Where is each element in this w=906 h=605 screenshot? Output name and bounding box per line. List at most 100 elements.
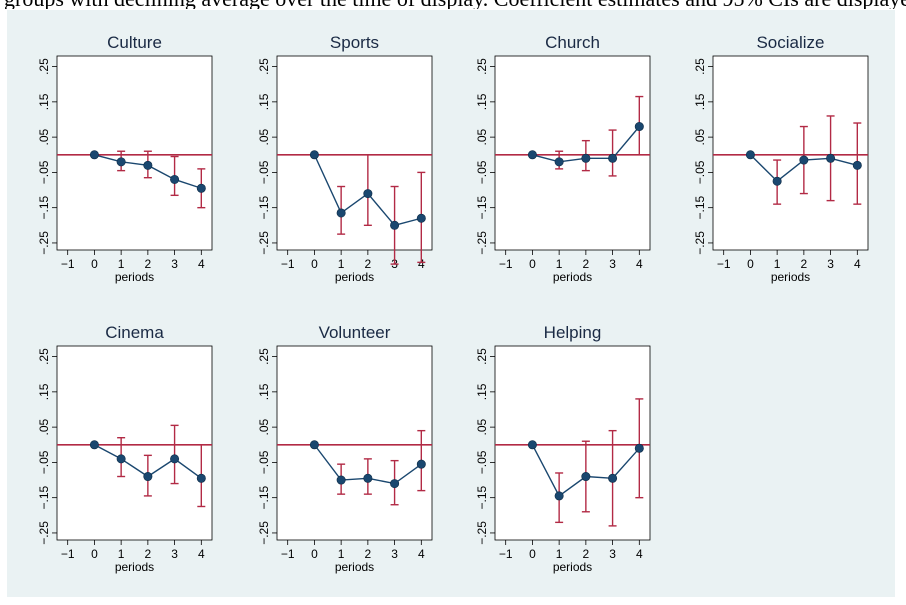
x-tick-label-cinema: −1 <box>61 547 75 561</box>
y-tick-label-socialize: −.05 <box>693 160 707 184</box>
y-tick-label-helping: −.15 <box>475 486 489 510</box>
x-axis-label-volunteer: periods <box>335 560 374 574</box>
data-point-church <box>527 150 537 160</box>
x-tick-label-volunteer: 1 <box>338 547 345 561</box>
panel-title-socialize: Socialize <box>756 33 824 52</box>
x-tick-label-cinema: 3 <box>171 547 178 561</box>
data-point-socialize <box>852 160 862 170</box>
x-tick-label-cinema: 0 <box>91 547 98 561</box>
y-tick-label-culture: −.15 <box>37 196 51 220</box>
y-tick-label-volunteer: −.15 <box>257 486 271 510</box>
plot-area-church <box>494 55 651 251</box>
plot-area-volunteer <box>276 345 433 541</box>
x-axis-label-cinema: periods <box>115 560 154 574</box>
y-tick-label-volunteer: −.05 <box>257 450 271 474</box>
y-tick-label-socialize: .15 <box>693 93 707 110</box>
panel-title-church: Church <box>545 33 600 52</box>
x-tick-label-volunteer: 3 <box>391 547 398 561</box>
y-tick-label-sports: .05 <box>257 128 271 145</box>
data-point-volunteer <box>416 459 426 469</box>
y-tick-label-helping: −.05 <box>475 450 489 474</box>
x-tick-label-volunteer: −1 <box>281 547 295 561</box>
data-point-culture <box>143 160 153 170</box>
y-tick-label-culture: .25 <box>37 58 51 75</box>
x-tick-label-socialize: 3 <box>827 257 834 271</box>
y-tick-label-culture: −.25 <box>37 231 51 255</box>
panel-volunteer: Volunteer −1 0 1 2 3 4 periods .25 .15 .05 −.05 −.15… <box>257 323 433 574</box>
y-tick-label-church: −.15 <box>475 196 489 220</box>
y-tick-label-helping: −.25 <box>475 521 489 545</box>
x-tick-label-helping: 3 <box>609 547 616 561</box>
data-point-culture <box>89 150 99 160</box>
x-tick-label-culture: 0 <box>91 257 98 271</box>
x-tick-label-socialize: 1 <box>774 257 781 271</box>
x-tick-label-culture: 3 <box>171 257 178 271</box>
plot-area-sports <box>276 55 433 251</box>
y-tick-label-culture: −.05 <box>37 160 51 184</box>
y-tick-label-cinema: .15 <box>37 383 51 400</box>
y-tick-label-socialize: −.25 <box>693 231 707 255</box>
x-tick-label-church: 3 <box>609 257 616 271</box>
data-point-helping <box>581 472 591 482</box>
data-point-cinema <box>116 454 126 464</box>
data-point-volunteer <box>309 440 319 450</box>
figure-panel: Culture −1 0 1 2 3 4 periods .25 .15 .05 −.05 −.15 −.… <box>7 10 895 597</box>
data-point-church <box>608 153 618 163</box>
y-tick-label-helping: .05 <box>475 418 489 435</box>
x-tick-label-helping: 2 <box>583 547 590 561</box>
data-point-socialize <box>799 155 809 165</box>
data-point-volunteer <box>390 479 400 489</box>
data-point-cinema <box>196 473 206 483</box>
x-axis-label-culture: periods <box>115 270 154 284</box>
x-tick-label-church: 1 <box>556 257 563 271</box>
x-axis-label-church: periods <box>553 270 592 284</box>
data-point-sports <box>363 189 373 199</box>
x-tick-label-socialize: 4 <box>854 257 861 271</box>
x-tick-label-culture: 4 <box>198 257 205 271</box>
x-tick-label-church: 0 <box>529 257 536 271</box>
plot-area-cinema <box>56 345 213 541</box>
x-tick-label-volunteer: 2 <box>365 547 372 561</box>
x-tick-label-culture: −1 <box>61 257 75 271</box>
panel-title-volunteer: Volunteer <box>319 323 391 342</box>
panel-title-helping: Helping <box>544 323 602 342</box>
data-point-sports <box>309 150 319 160</box>
y-tick-label-socialize: −.15 <box>693 196 707 220</box>
x-axis-label-helping: periods <box>553 560 592 574</box>
x-tick-label-cinema: 1 <box>118 547 125 561</box>
x-tick-label-church: −1 <box>499 257 513 271</box>
figure-caption: groups with declining average over the t… <box>4 0 906 9</box>
x-tick-label-church: 2 <box>583 257 590 271</box>
y-tick-label-church: −.25 <box>475 231 489 255</box>
panel-title-cinema: Cinema <box>105 323 164 342</box>
y-tick-label-church: −.05 <box>475 160 489 184</box>
data-point-culture <box>116 157 126 167</box>
panel-church: Church −1 0 1 2 3 4 periods .25 .15 .05 −.05 −.15 −.2… <box>475 33 651 284</box>
x-tick-label-socialize: −1 <box>717 257 731 271</box>
panel-sports: Sports−101234periods.25.15.05−.05−.15−.2… <box>257 33 433 284</box>
panel-title-culture: Culture <box>107 33 162 52</box>
x-axis-label-socialize: periods <box>771 270 810 284</box>
x-tick-label-culture: 2 <box>145 257 152 271</box>
x-tick-label-helping: 0 <box>529 547 536 561</box>
y-tick-label-helping: .15 <box>475 383 489 400</box>
y-tick-label-culture: .15 <box>37 93 51 110</box>
y-tick-label-culture: .05 <box>37 128 51 145</box>
y-tick-label-cinema: .05 <box>37 418 51 435</box>
data-point-helping <box>554 491 564 501</box>
data-point-volunteer <box>363 473 373 483</box>
panel-culture: Culture −1 0 1 2 3 4 periods .25 .15 .05 −.05 −.15 −.… <box>37 33 213 284</box>
x-tick-label-helping: −1 <box>499 547 513 561</box>
x-tick-label-sports: −1 <box>281 257 295 271</box>
y-tick-label-sports: .25 <box>257 58 271 75</box>
x-tick-label-culture: 1 <box>118 257 125 271</box>
x-tick-label-sports: 0 <box>311 257 318 271</box>
y-tick-label-volunteer: .05 <box>257 418 271 435</box>
y-tick-label-volunteer: .25 <box>257 348 271 365</box>
plot-area-culture <box>56 55 213 251</box>
x-tick-label-volunteer: 4 <box>418 547 425 561</box>
data-point-sports <box>416 213 426 223</box>
data-point-helping <box>608 473 618 483</box>
data-point-church <box>634 122 644 132</box>
y-tick-label-church: .25 <box>475 58 489 75</box>
